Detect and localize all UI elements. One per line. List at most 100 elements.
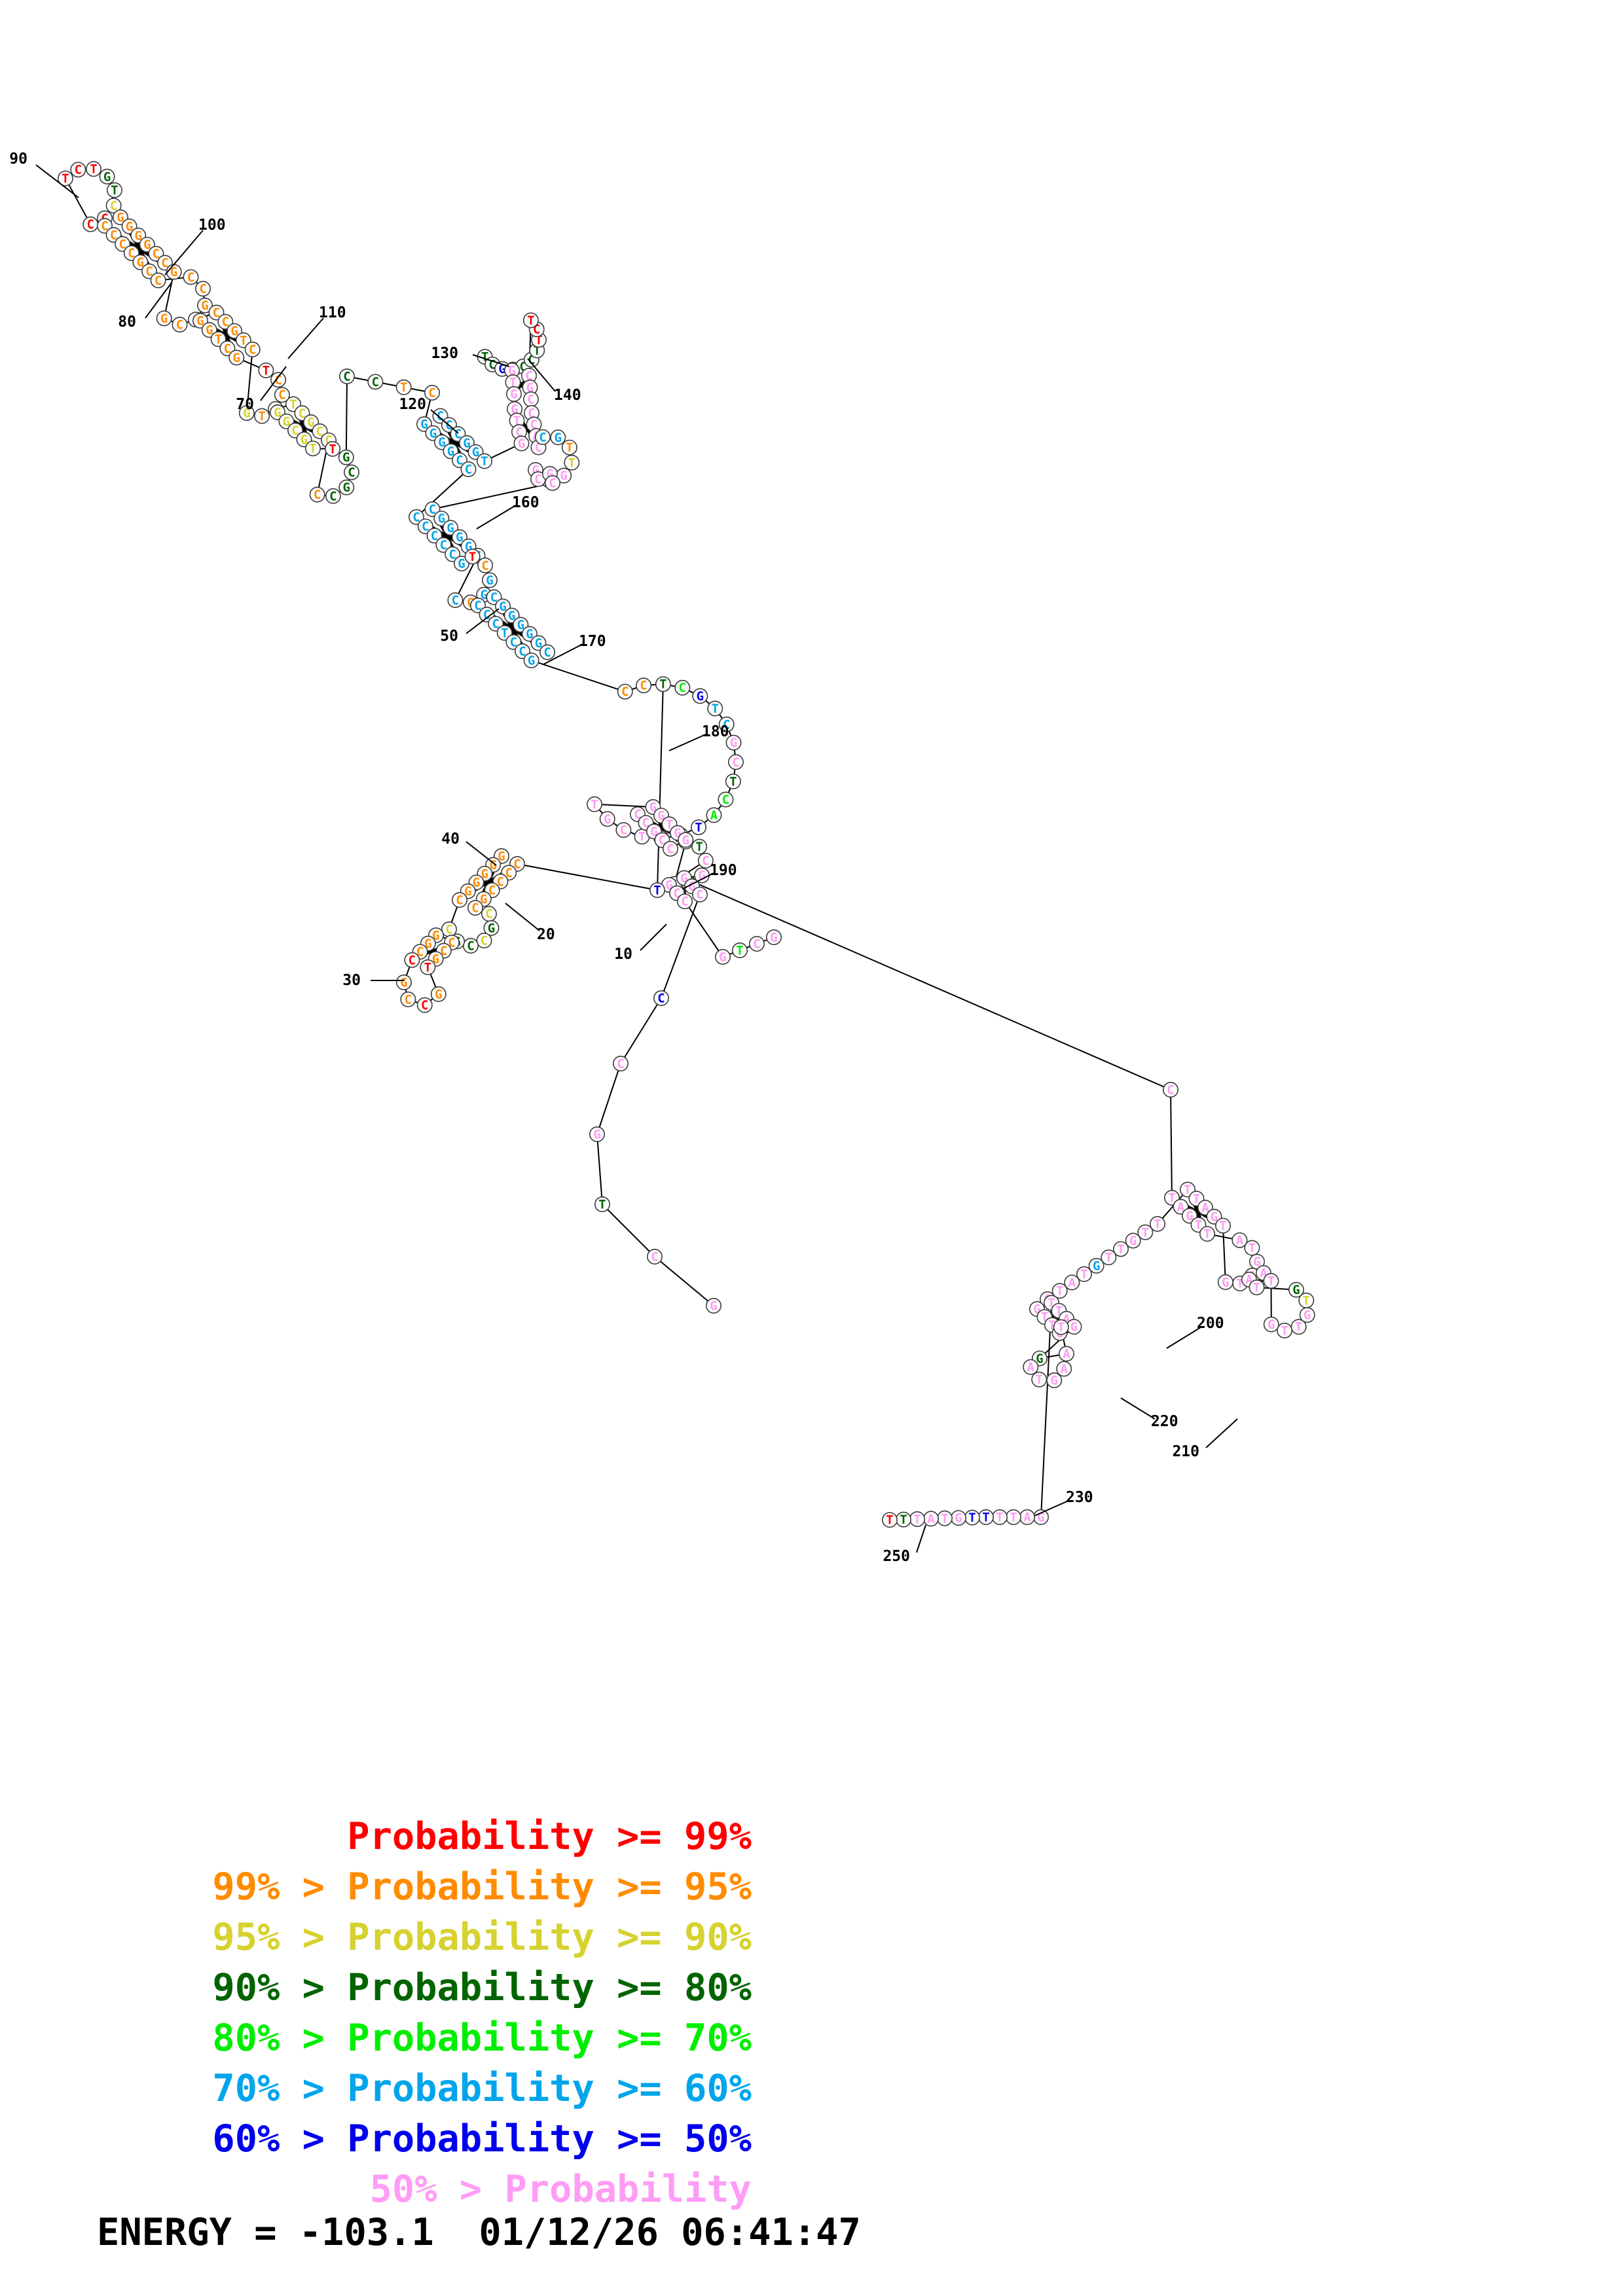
backbone-link bbox=[684, 901, 723, 958]
probability-legend: Probability >= 99% 99% > Probability >= … bbox=[97, 1812, 883, 2215]
nucleotide: C bbox=[677, 893, 693, 910]
legend-row-3: 90% > Probability >= 80% bbox=[97, 1963, 752, 2013]
nucleotide-circle bbox=[1088, 1257, 1104, 1274]
backbone-link bbox=[431, 482, 553, 510]
nucleotide: C bbox=[441, 921, 457, 937]
nucleotide: G bbox=[951, 1510, 967, 1526]
legend-label-5: 70% > Probability >= 60% bbox=[212, 2067, 752, 2110]
index-leader-line bbox=[476, 505, 517, 529]
nucleotide: T bbox=[882, 1512, 898, 1528]
nucleotide: G bbox=[338, 479, 355, 495]
backbone-link bbox=[517, 863, 658, 891]
nucleotide-circle bbox=[476, 453, 492, 469]
nucleotide-circle bbox=[304, 440, 321, 457]
nucleotide: C bbox=[150, 272, 166, 289]
nucleotide: C bbox=[674, 679, 691, 696]
nucleotide: G bbox=[228, 350, 245, 366]
index-leader-line bbox=[916, 1524, 926, 1553]
index-leader-line bbox=[1166, 1327, 1201, 1349]
nucleotide: C bbox=[309, 486, 325, 503]
nucleotide: C bbox=[172, 316, 188, 332]
nucleotide: C bbox=[718, 791, 734, 808]
index-label-30: 30 bbox=[342, 972, 361, 989]
nucleotide: T bbox=[978, 1509, 994, 1526]
nucleotide: T bbox=[691, 819, 707, 835]
index-leader-line bbox=[260, 366, 287, 401]
nucleotide: C bbox=[612, 1056, 629, 1072]
nucleotide-circle bbox=[1058, 1346, 1074, 1362]
nucleotide-circle bbox=[725, 734, 742, 751]
nucleotide-circle bbox=[564, 454, 580, 471]
nucleotide-circle bbox=[896, 1511, 912, 1528]
nucleotide: C bbox=[447, 592, 464, 608]
nucleotide-circle bbox=[1076, 1266, 1093, 1282]
nucleotide: G bbox=[678, 832, 694, 848]
nucleotide: G bbox=[766, 929, 782, 946]
nucleotide-circle bbox=[1298, 1292, 1315, 1308]
index-label-220: 220 bbox=[1151, 1413, 1178, 1430]
nucleotide-circle bbox=[481, 572, 498, 588]
index-leader-line bbox=[668, 734, 706, 751]
backbone-link bbox=[596, 1063, 621, 1135]
index-leader-line bbox=[640, 924, 667, 951]
nucleotide: G bbox=[550, 429, 566, 446]
nucleotide: T bbox=[732, 942, 748, 959]
nucleotide-circle bbox=[678, 832, 694, 848]
nucleotide-circle bbox=[706, 807, 722, 823]
nucleotide: T bbox=[86, 161, 102, 177]
index-label-40: 40 bbox=[441, 831, 460, 848]
nucleotide: T bbox=[937, 1510, 953, 1526]
rna-structure-diagram: TCTGTCCCCCCCGCCGGGGCCGCCGCCGGGTCGCCGTCTC… bbox=[9, 151, 1315, 1565]
nucleotide: G bbox=[505, 386, 522, 402]
nucleotide-circle bbox=[343, 464, 359, 480]
nucleotide: T bbox=[1249, 1280, 1265, 1296]
nucleotide: C bbox=[749, 936, 765, 952]
nucleotide-circle bbox=[476, 933, 492, 949]
index-label-250: 250 bbox=[883, 1548, 910, 1565]
nucleotide-circle bbox=[244, 341, 261, 357]
nucleotide-circle bbox=[691, 838, 708, 855]
index-label-100: 100 bbox=[198, 217, 226, 234]
nucleotide-circle bbox=[1019, 1509, 1036, 1526]
nucleotide: A bbox=[1023, 1359, 1039, 1375]
nucleotide: T bbox=[1053, 1319, 1069, 1335]
nucleotide: C bbox=[325, 488, 341, 504]
index-label-10: 10 bbox=[614, 946, 632, 963]
nucleotide-circle bbox=[274, 387, 290, 403]
index-label-50: 50 bbox=[440, 628, 458, 645]
nucleotide: T bbox=[1263, 1273, 1279, 1289]
nucleotide-circle bbox=[460, 461, 477, 477]
nucleotide: G bbox=[589, 1126, 605, 1143]
index-leader-line bbox=[543, 643, 583, 665]
nucleotide: C bbox=[451, 892, 467, 908]
nucleotide-circle bbox=[636, 677, 652, 694]
nucleotide-circle bbox=[544, 475, 560, 491]
nucleotide-circle bbox=[1290, 1319, 1307, 1335]
nucleotide-circle bbox=[937, 1510, 953, 1526]
index-label-140: 140 bbox=[554, 387, 581, 404]
nucleotide-circle bbox=[166, 264, 182, 280]
nucleotide: A bbox=[1019, 1509, 1036, 1526]
legend-row-7: 50% > Probability bbox=[97, 2164, 752, 2215]
nucleotide-circle bbox=[951, 1510, 967, 1526]
nucleotide-circle bbox=[550, 429, 566, 446]
nucleotide: C bbox=[416, 997, 433, 1013]
nucleotide-circle bbox=[646, 1249, 663, 1265]
nucleotide: T bbox=[896, 1511, 912, 1528]
backbone-link bbox=[684, 877, 1171, 1090]
nucleotide-circle bbox=[653, 990, 669, 1007]
nucleotide: C bbox=[244, 341, 261, 357]
index-label-180: 180 bbox=[702, 723, 729, 740]
nucleotide: C bbox=[1163, 1082, 1179, 1098]
rna-structure-panel: TCTGTCCCCCCCGCCGGGGCCGCCGCCGGGTCGCCGTCTC… bbox=[9, 151, 1315, 1565]
backbone-link bbox=[594, 803, 654, 808]
nucleotide: T bbox=[561, 439, 577, 456]
nucleotide-circle bbox=[882, 1512, 898, 1528]
nucleotide: C bbox=[522, 391, 539, 407]
nucleotide: C bbox=[535, 429, 551, 445]
nucleotide-circle bbox=[1217, 1274, 1233, 1290]
nucleotide: T bbox=[395, 379, 412, 395]
nucleotide-circle bbox=[599, 811, 615, 827]
nucleotide-circle bbox=[57, 170, 73, 187]
nucleotide-circle bbox=[587, 796, 603, 812]
